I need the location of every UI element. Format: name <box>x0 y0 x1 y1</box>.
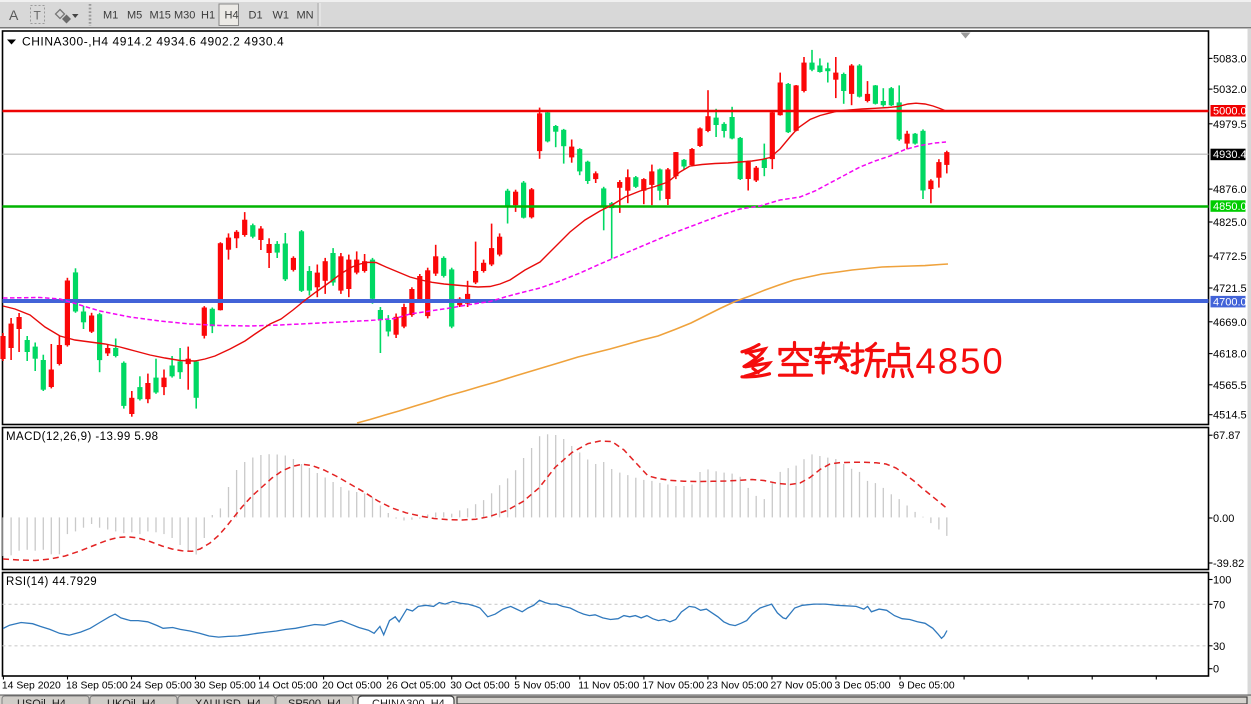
svg-text:CHINA300-,H4 4914.2 4934.6 49: CHINA300-,H4 4914.2 4934.6 4902.2 4930.4 <box>22 35 284 49</box>
svg-text:M5: M5 <box>127 10 142 22</box>
svg-text:0: 0 <box>1213 664 1219 676</box>
svg-text:A: A <box>9 7 19 23</box>
svg-text:0.00: 0.00 <box>1213 513 1234 525</box>
svg-text:USOil, H4: USOil, H4 <box>17 698 66 704</box>
svg-text:4565.5: 4565.5 <box>1213 380 1247 392</box>
svg-text:27 Nov 05:00: 27 Nov 05:00 <box>771 681 833 692</box>
svg-text:17 Nov 05:00: 17 Nov 05:00 <box>642 681 704 692</box>
svg-text:UKOil, H4: UKOil, H4 <box>107 698 156 704</box>
svg-text:3 Dec 05:00: 3 Dec 05:00 <box>835 681 891 692</box>
svg-text:-39.82: -39.82 <box>1213 558 1244 570</box>
svg-text:4979.5: 4979.5 <box>1213 119 1247 131</box>
svg-text:CHINA300, H4: CHINA300, H4 <box>372 698 445 704</box>
svg-text:4700.0: 4700.0 <box>1213 296 1247 308</box>
svg-text:18 Sep 05:00: 18 Sep 05:00 <box>66 681 128 692</box>
svg-text:23 Nov 05:00: 23 Nov 05:00 <box>706 681 768 692</box>
svg-text:4772.5: 4772.5 <box>1213 251 1247 263</box>
svg-text:5000.0: 5000.0 <box>1213 106 1247 118</box>
svg-text:XAUUSD, H4: XAUUSD, H4 <box>195 698 261 704</box>
svg-text:11 Nov 05:00: 11 Nov 05:00 <box>578 681 639 692</box>
svg-text:MN: MN <box>297 10 314 22</box>
svg-text:4514.5: 4514.5 <box>1213 410 1247 422</box>
svg-text:14 Oct 05:00: 14 Oct 05:00 <box>258 681 318 692</box>
svg-text:100: 100 <box>1213 575 1231 587</box>
svg-text:30: 30 <box>1213 641 1225 653</box>
svg-text:67.87: 67.87 <box>1213 430 1241 442</box>
svg-text:5 Nov 05:00: 5 Nov 05:00 <box>514 681 570 692</box>
svg-text:H1: H1 <box>201 10 215 22</box>
svg-text:4850.0: 4850.0 <box>1213 201 1247 213</box>
svg-text:H4: H4 <box>225 10 239 22</box>
svg-text:70: 70 <box>1213 599 1225 611</box>
svg-text:W1: W1 <box>273 10 290 22</box>
svg-text:9 Dec 05:00: 9 Dec 05:00 <box>899 681 955 692</box>
svg-text:20 Oct 05:00: 20 Oct 05:00 <box>322 681 382 692</box>
svg-text:4850: 4850 <box>916 341 1005 382</box>
svg-text:30 Sep 05:00: 30 Sep 05:00 <box>194 681 256 692</box>
svg-text:4825.0: 4825.0 <box>1213 217 1247 229</box>
svg-text:26 Oct 05:00: 26 Oct 05:00 <box>386 681 446 692</box>
svg-text:SP500, H4: SP500, H4 <box>288 698 341 704</box>
svg-text:M1: M1 <box>103 10 118 22</box>
svg-text:30 Oct 05:00: 30 Oct 05:00 <box>450 681 510 692</box>
svg-text:14 Sep 2020: 14 Sep 2020 <box>2 681 61 692</box>
svg-text:4930.4: 4930.4 <box>1213 149 1247 161</box>
svg-text:4669.0: 4669.0 <box>1213 317 1247 329</box>
svg-text:RSI(14) 44.7929: RSI(14) 44.7929 <box>6 576 97 588</box>
svg-text:T: T <box>34 9 42 23</box>
svg-text:5083.0: 5083.0 <box>1213 53 1247 65</box>
svg-text:4721.5: 4721.5 <box>1213 283 1247 295</box>
svg-text:MACD(12,26,9) -13.99 5.98: MACD(12,26,9) -13.99 5.98 <box>6 431 159 443</box>
svg-text:M15: M15 <box>150 10 171 22</box>
svg-text:5032.0: 5032.0 <box>1213 84 1247 96</box>
svg-text:4618.0: 4618.0 <box>1213 349 1247 361</box>
svg-text:24 Sep 05:00: 24 Sep 05:00 <box>130 681 192 692</box>
svg-text:4876.0: 4876.0 <box>1213 184 1247 196</box>
svg-text:M30: M30 <box>174 10 195 22</box>
svg-text:D1: D1 <box>249 10 263 22</box>
